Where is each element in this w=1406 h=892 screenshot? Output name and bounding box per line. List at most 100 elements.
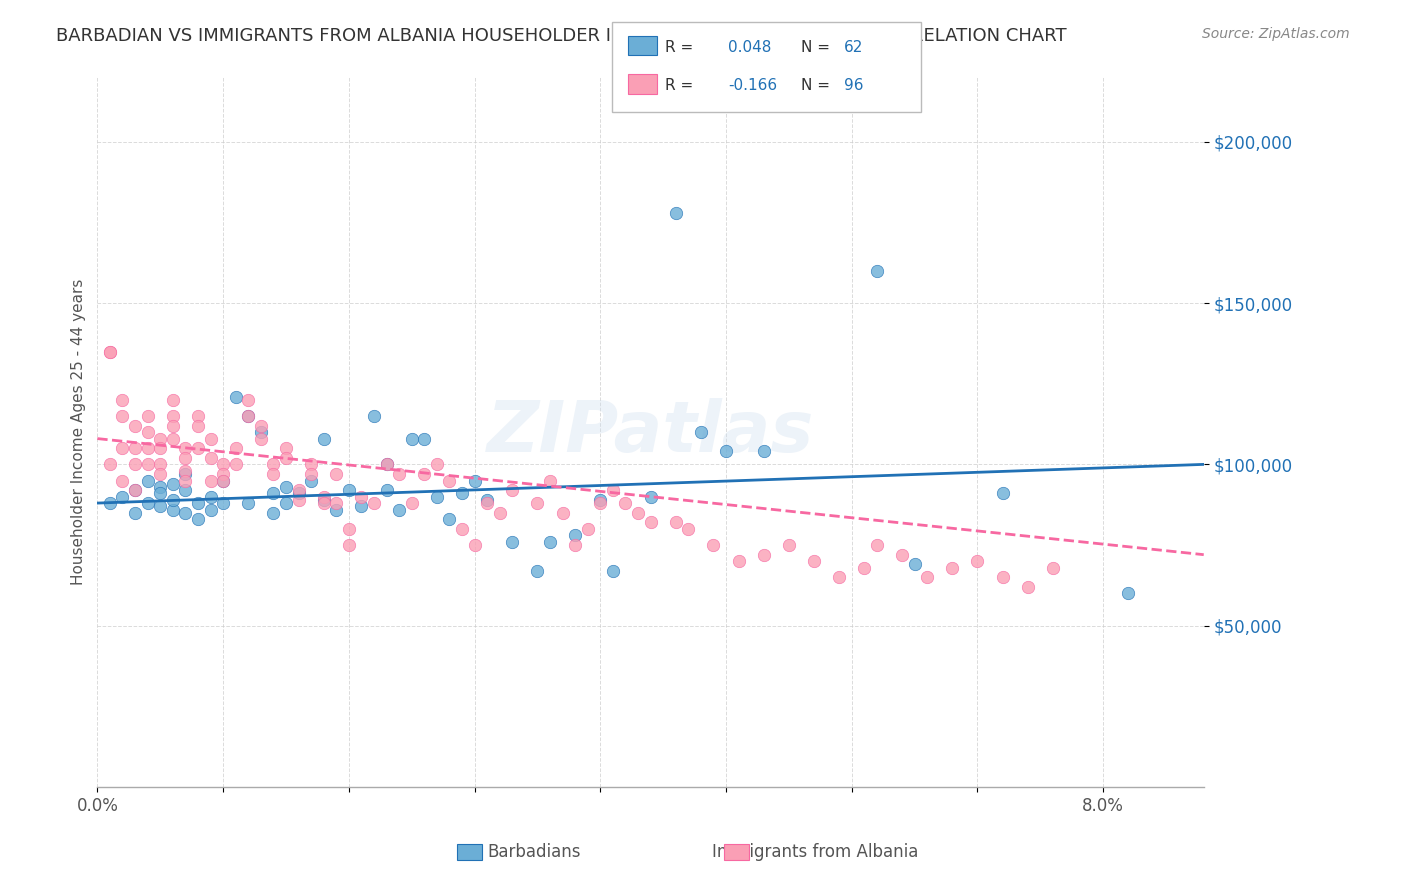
Point xyxy=(375,458,398,472)
Point xyxy=(174,483,197,498)
Point xyxy=(752,548,775,562)
Point xyxy=(187,409,209,423)
Text: R =: R = xyxy=(665,78,699,93)
Point xyxy=(1017,580,1039,594)
Point xyxy=(439,512,461,526)
Point xyxy=(475,496,498,510)
Point xyxy=(200,432,222,446)
Point xyxy=(828,570,851,584)
Point xyxy=(274,450,297,465)
Point xyxy=(350,500,373,514)
Point xyxy=(299,474,322,488)
Point xyxy=(162,418,184,433)
Point xyxy=(162,502,184,516)
Point xyxy=(991,486,1014,500)
Point xyxy=(312,496,335,510)
Point xyxy=(225,442,247,456)
Point xyxy=(136,474,159,488)
Text: N =: N = xyxy=(801,40,835,54)
Point xyxy=(262,458,284,472)
Point xyxy=(551,506,574,520)
Point xyxy=(149,458,172,472)
Point xyxy=(212,474,235,488)
Point xyxy=(174,467,197,481)
Point xyxy=(187,418,209,433)
Point xyxy=(124,483,146,498)
Text: Barbadians: Barbadians xyxy=(488,843,581,861)
Point xyxy=(337,538,360,552)
Point xyxy=(238,496,260,510)
Text: BARBADIAN VS IMMIGRANTS FROM ALBANIA HOUSEHOLDER INCOME AGES 25 - 44 YEARS CORRE: BARBADIAN VS IMMIGRANTS FROM ALBANIA HOU… xyxy=(56,27,1067,45)
Text: Source: ZipAtlas.com: Source: ZipAtlas.com xyxy=(1202,27,1350,41)
Point xyxy=(891,548,914,562)
Point xyxy=(200,450,222,465)
Point xyxy=(488,506,510,520)
Point xyxy=(274,496,297,510)
Point xyxy=(778,538,800,552)
Point xyxy=(238,409,260,423)
Point xyxy=(162,432,184,446)
Point xyxy=(426,458,449,472)
Point xyxy=(564,538,586,552)
Point xyxy=(162,409,184,423)
Point xyxy=(439,474,461,488)
Point xyxy=(149,432,172,446)
Point xyxy=(475,492,498,507)
Text: N =: N = xyxy=(801,78,835,93)
Point xyxy=(388,467,411,481)
Point xyxy=(602,483,624,498)
Point xyxy=(312,492,335,507)
Point xyxy=(136,496,159,510)
Point xyxy=(853,560,876,574)
Point xyxy=(451,522,474,536)
Point xyxy=(200,474,222,488)
Point xyxy=(337,522,360,536)
Point xyxy=(136,458,159,472)
Point xyxy=(538,474,561,488)
Point xyxy=(464,538,486,552)
Point xyxy=(174,474,197,488)
Point xyxy=(136,425,159,439)
Point xyxy=(903,558,925,572)
Point xyxy=(287,483,309,498)
Point xyxy=(124,506,146,520)
Point xyxy=(249,425,271,439)
Point xyxy=(363,496,385,510)
Point xyxy=(627,506,650,520)
Point xyxy=(299,467,322,481)
Point xyxy=(98,496,121,510)
Point xyxy=(714,444,737,458)
Point xyxy=(325,502,347,516)
Point xyxy=(225,458,247,472)
Point xyxy=(401,496,423,510)
Point xyxy=(174,506,197,520)
Point xyxy=(111,409,134,423)
Point xyxy=(866,264,889,278)
Point xyxy=(589,496,612,510)
Point xyxy=(413,467,436,481)
Point xyxy=(111,490,134,504)
Y-axis label: Householder Income Ages 25 - 44 years: Householder Income Ages 25 - 44 years xyxy=(72,279,86,585)
Point xyxy=(451,486,474,500)
Point xyxy=(149,486,172,500)
Point xyxy=(350,490,373,504)
Point xyxy=(413,432,436,446)
Point xyxy=(1116,586,1139,600)
Point xyxy=(287,492,309,507)
Point xyxy=(614,496,637,510)
Point xyxy=(325,467,347,481)
Point xyxy=(803,554,825,568)
Point xyxy=(526,564,548,578)
Point xyxy=(249,418,271,433)
Point xyxy=(501,483,523,498)
Point xyxy=(187,442,209,456)
Point xyxy=(665,206,688,220)
Point xyxy=(262,467,284,481)
Point xyxy=(991,570,1014,584)
Point xyxy=(262,486,284,500)
Text: R =: R = xyxy=(665,40,699,54)
Point xyxy=(678,522,700,536)
Point xyxy=(752,444,775,458)
Point xyxy=(136,409,159,423)
Point xyxy=(501,534,523,549)
